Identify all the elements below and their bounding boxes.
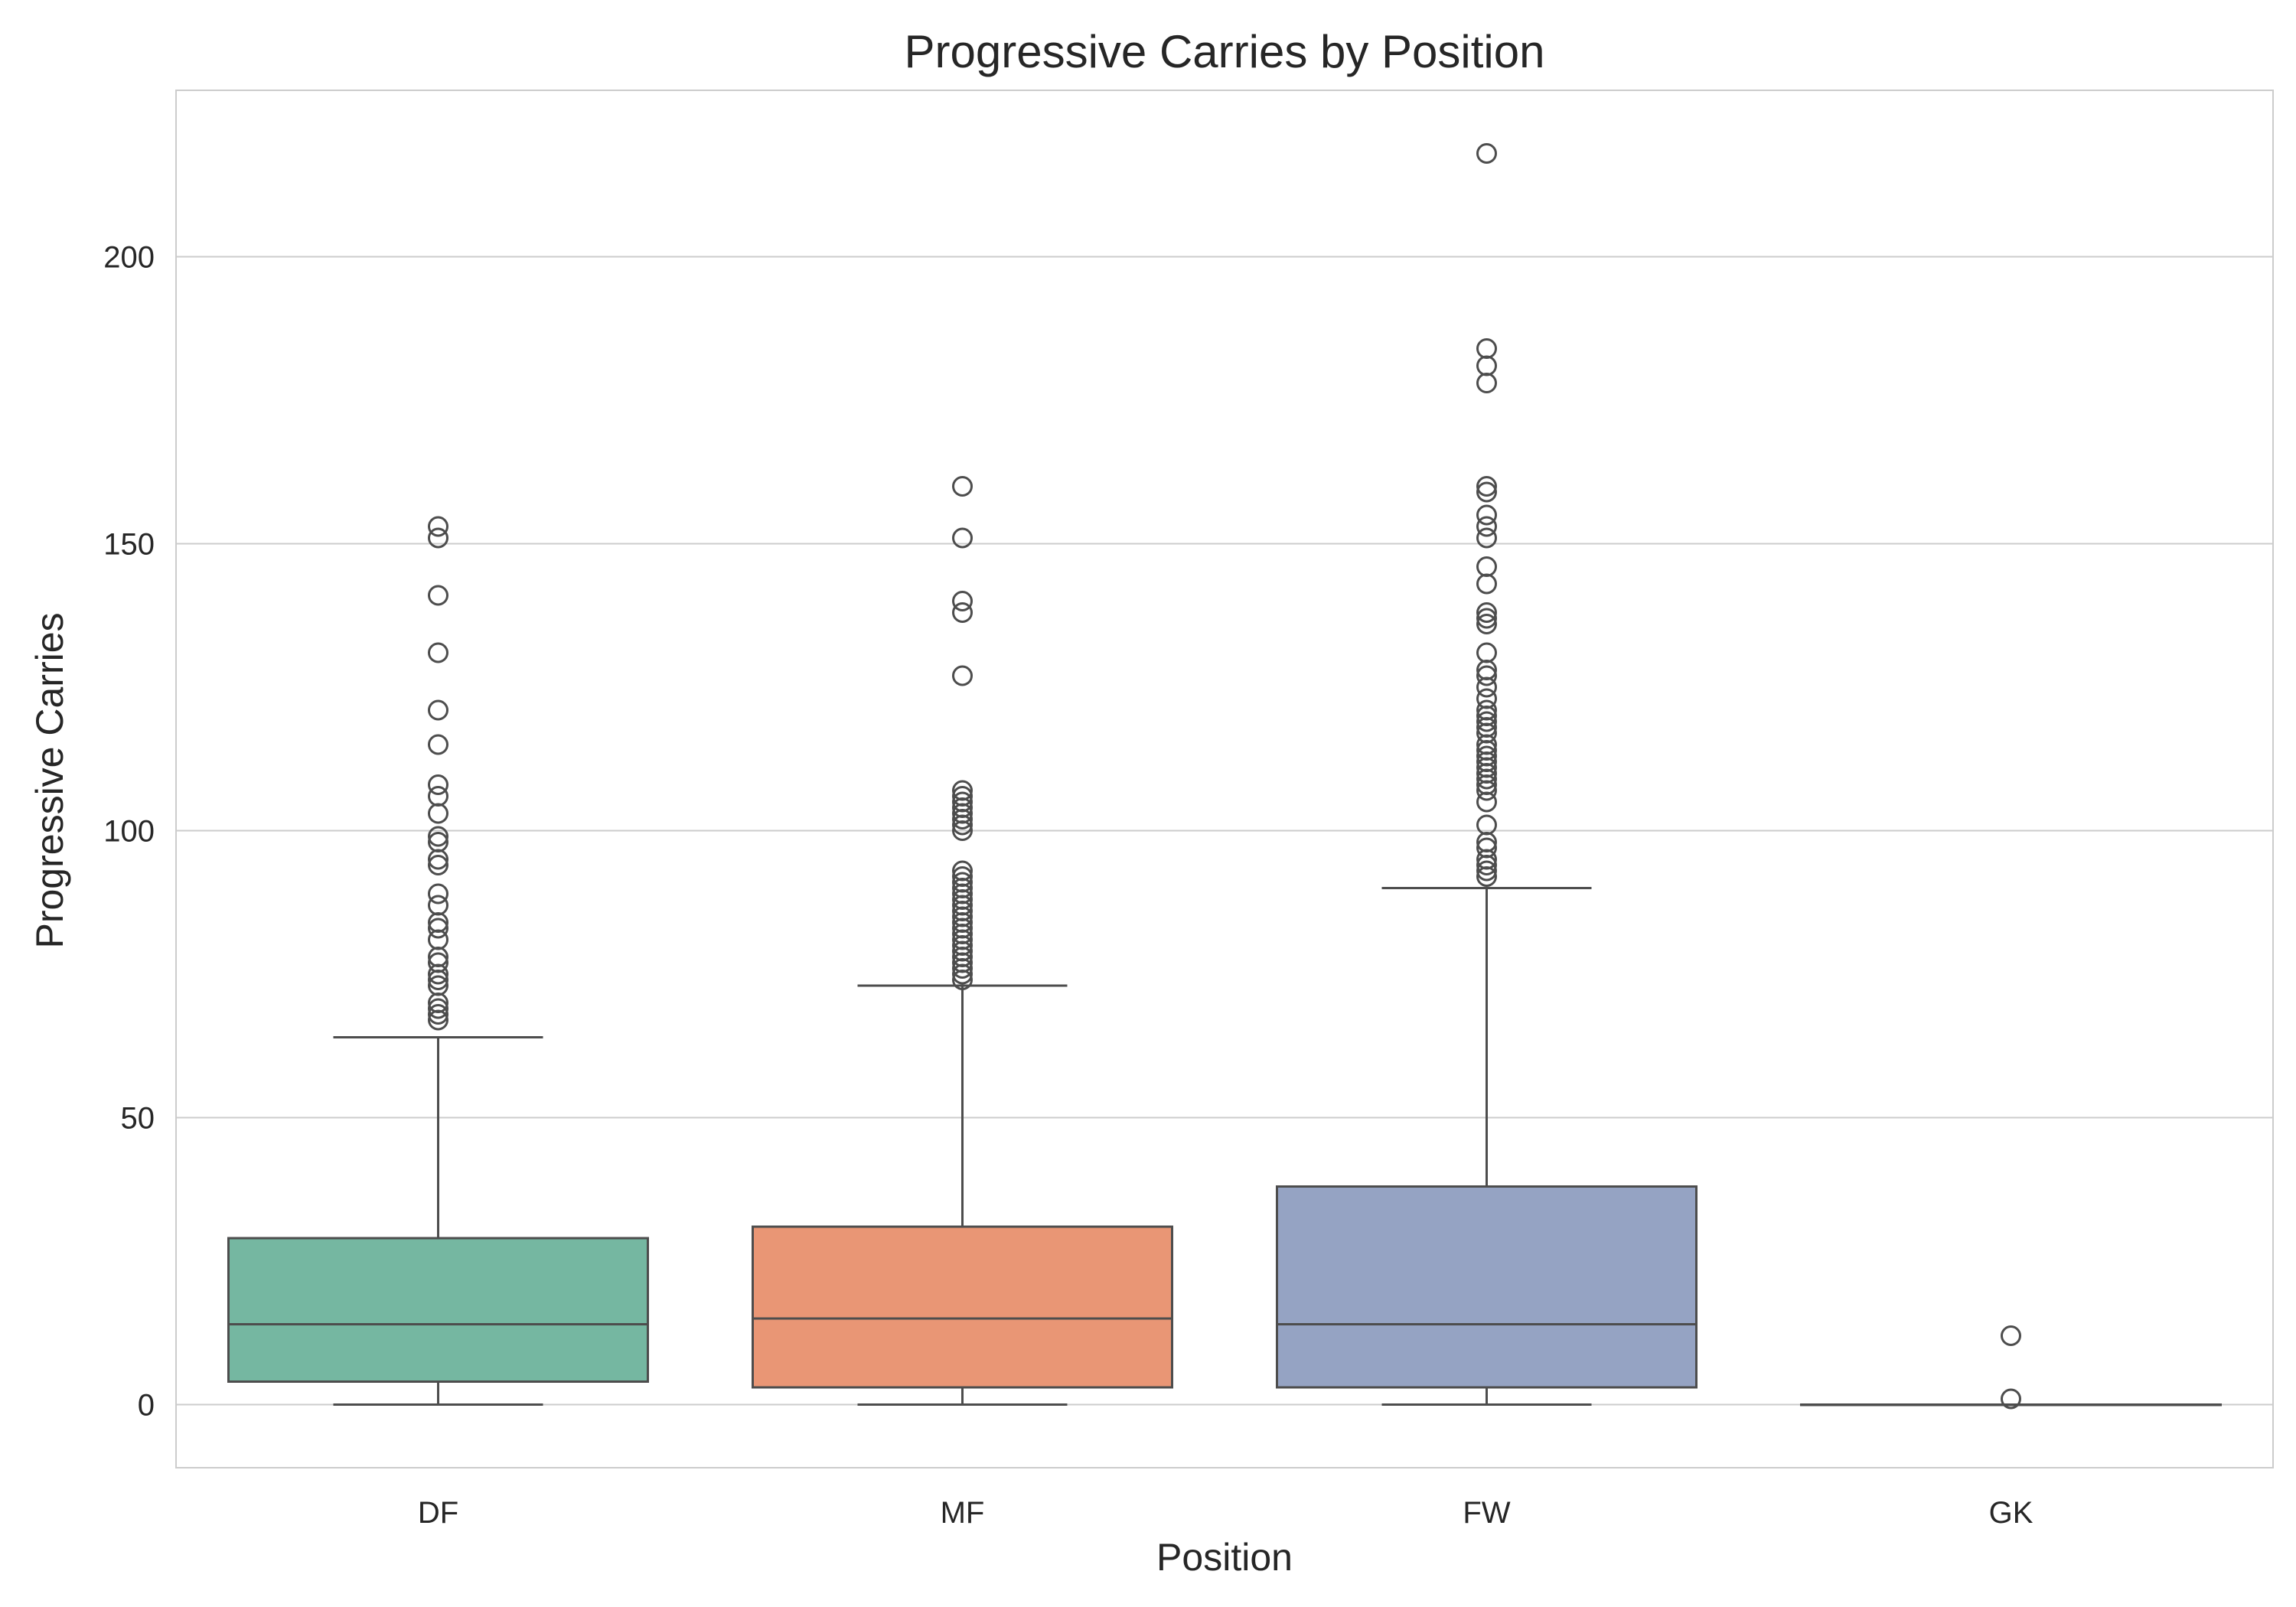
box-df — [227, 516, 649, 1406]
outlier-point — [952, 866, 973, 887]
box-mf — [752, 476, 1173, 1406]
outlier-point — [428, 699, 448, 721]
x-tick-label: MF — [941, 1496, 985, 1530]
x-tick-label: DF — [418, 1496, 458, 1530]
y-tick-label: 150 — [103, 528, 155, 562]
outlier-point — [952, 780, 973, 801]
outlier-point — [428, 585, 448, 606]
y-axis-label: Progressive Carries — [28, 612, 71, 948]
outlier-point — [1476, 573, 1497, 595]
outlier-point — [1476, 355, 1497, 376]
outlier-point — [1476, 143, 1497, 164]
iqr-box — [1276, 1185, 1698, 1389]
outlier-point — [1476, 516, 1497, 537]
outlier-point — [952, 860, 973, 882]
y-tick-label: 100 — [103, 815, 155, 849]
outlier-point — [952, 872, 973, 893]
outlier-point — [428, 774, 448, 795]
outlier-point — [428, 832, 448, 852]
outlier-point — [1476, 642, 1497, 663]
outlier-point — [1476, 860, 1497, 882]
y-tick-label: 0 — [138, 1389, 155, 1423]
outlier-point — [1476, 527, 1497, 549]
outlier-point — [1476, 665, 1497, 686]
outlier-point — [1476, 373, 1497, 393]
outlier-point — [428, 895, 448, 916]
outlier-point — [428, 918, 448, 939]
outlier-point — [428, 516, 448, 537]
outlier-point — [1476, 556, 1497, 577]
chart-title: Progressive Carries by Position — [905, 26, 1545, 77]
outlier-point — [428, 527, 448, 549]
outlier-point — [1476, 608, 1497, 629]
outlier-point — [428, 642, 448, 663]
outlier-point — [1476, 711, 1497, 732]
box-fw — [1276, 143, 1698, 1406]
iqr-box — [752, 1225, 1173, 1389]
outlier-point — [1476, 814, 1497, 836]
outlier-point — [428, 826, 448, 847]
y-tick-label: 50 — [121, 1102, 155, 1136]
box-series — [227, 143, 2222, 1410]
tick-labels: 0 50 100 150 200 DF MF FW GK — [103, 241, 2033, 1530]
y-tick-label: 200 — [103, 241, 155, 275]
outlier-point — [1476, 699, 1497, 721]
outlier-point — [428, 952, 448, 973]
outlier-point — [2001, 1325, 2021, 1346]
outlier-point — [1476, 688, 1497, 709]
iqr-box — [227, 1237, 649, 1383]
box-gk — [1800, 1325, 2222, 1410]
outlier-point — [952, 602, 973, 623]
outlier-point — [952, 591, 973, 611]
outlier-point — [1476, 837, 1497, 859]
outlier-point — [1476, 504, 1497, 526]
gridlines — [176, 256, 2273, 1406]
outlier-point — [1476, 476, 1497, 497]
outlier-point — [428, 998, 448, 1019]
x-axis-label: Position — [1156, 1536, 1293, 1579]
outlier-point — [1476, 614, 1497, 634]
outlier-point — [952, 476, 973, 497]
outlier-point — [952, 786, 973, 807]
outlier-point — [428, 975, 448, 996]
outlier-point — [428, 786, 448, 807]
x-tick-label: GK — [1989, 1496, 2033, 1530]
plot-frame — [175, 90, 2274, 1468]
outlier-point — [1476, 602, 1497, 623]
outlier-point — [428, 1004, 448, 1025]
outlier-point — [428, 855, 448, 875]
outlier-point — [428, 734, 448, 755]
outlier-point — [2001, 1388, 2021, 1410]
outlier-point — [952, 791, 973, 813]
outlier-point — [428, 803, 448, 824]
outlier-point — [1476, 745, 1497, 767]
outlier-point — [1476, 481, 1497, 503]
outlier-point — [1476, 338, 1497, 359]
outlier-point — [952, 665, 973, 686]
outlier-point — [428, 883, 448, 905]
outlier-point — [952, 527, 973, 549]
x-tick-label: FW — [1463, 1496, 1510, 1530]
